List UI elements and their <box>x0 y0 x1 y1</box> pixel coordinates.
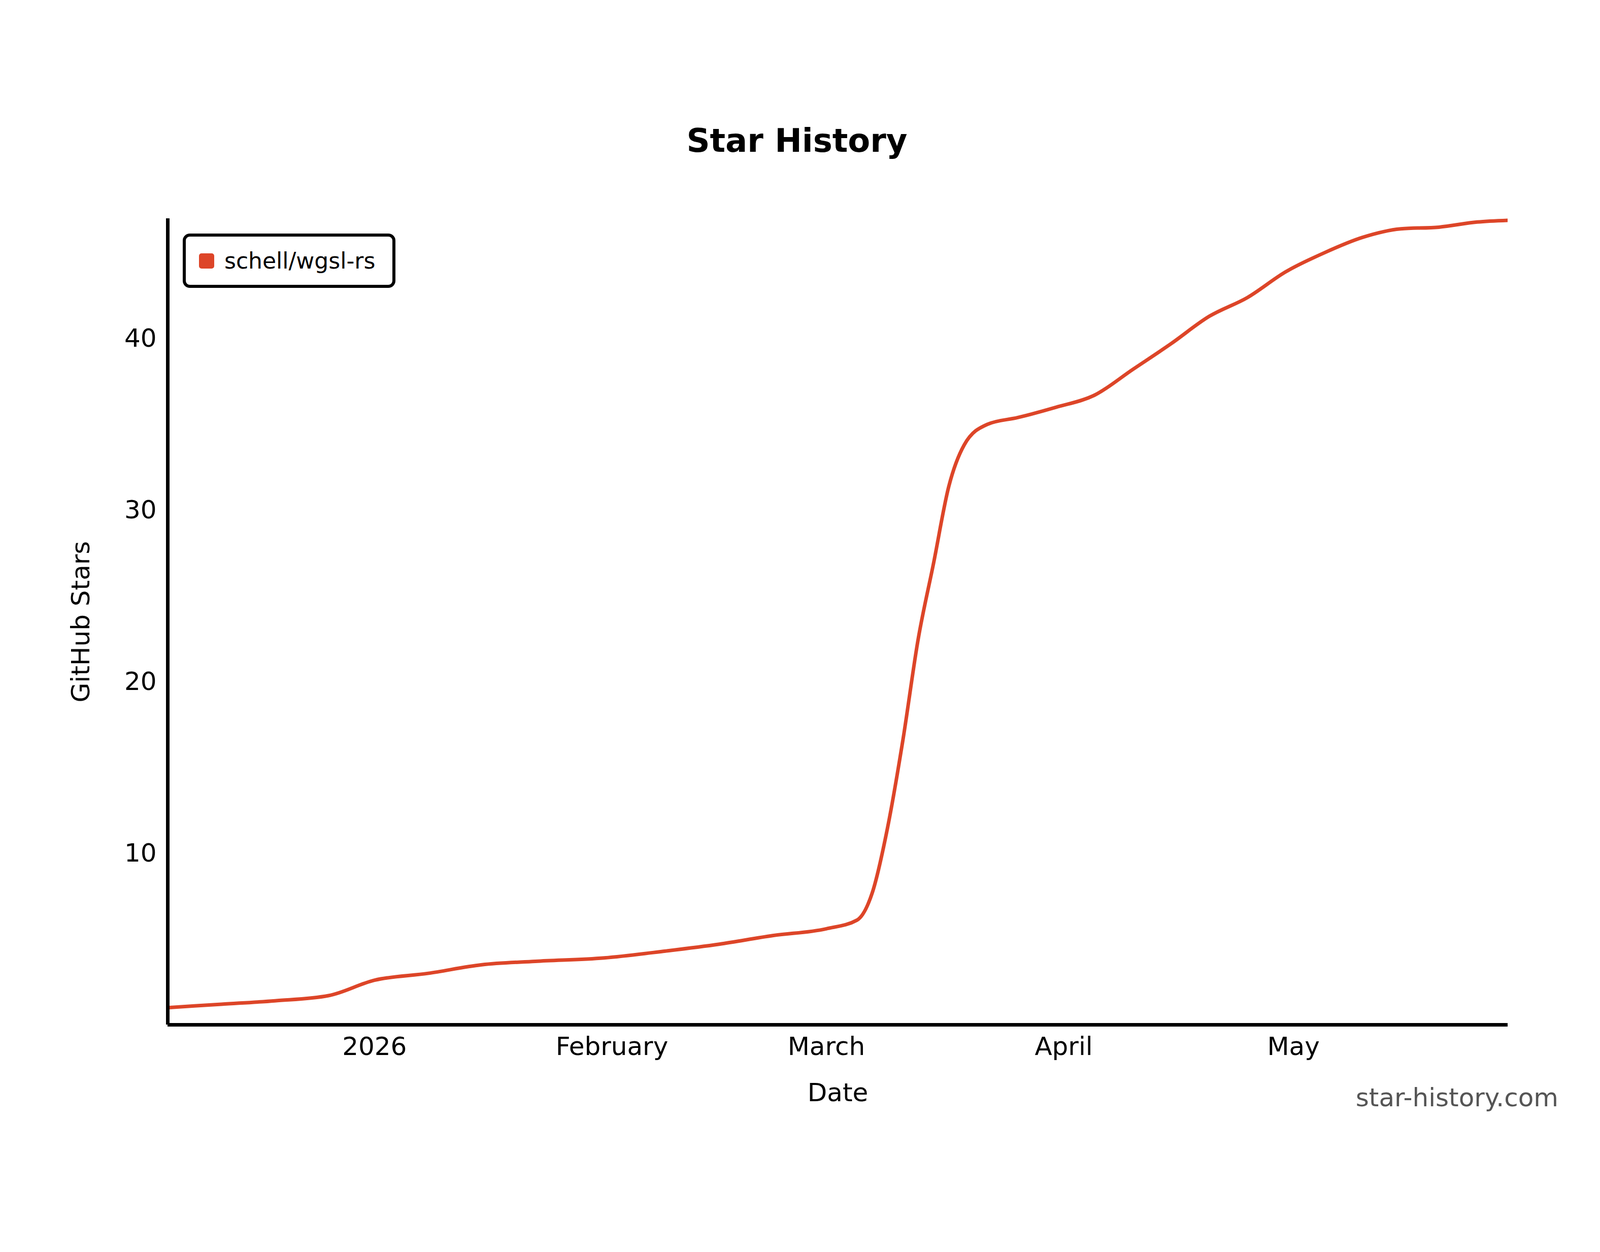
svg-text:GitHub Stars: GitHub Stars <box>65 541 96 703</box>
svg-text:May: May <box>1267 1031 1320 1061</box>
svg-text:20: 20 <box>124 666 157 696</box>
svg-text:April: April <box>1034 1031 1093 1061</box>
html-text:schell/wgsl-rs: schell/wgsl-rs <box>224 247 376 274</box>
svg-text:Date: Date <box>807 1077 869 1108</box>
svg-text:March: March <box>787 1031 865 1061</box>
html-text:star-history.com: star-history.com <box>1355 1082 1559 1113</box>
svg-text:February: February <box>555 1031 669 1061</box>
svg-text:2026: 2026 <box>342 1031 407 1061</box>
svg-text:30: 30 <box>124 494 157 525</box>
html-text:Star History: Star History <box>686 121 908 160</box>
svg-text:10: 10 <box>124 838 157 868</box>
svg-text:40: 40 <box>124 323 157 353</box>
